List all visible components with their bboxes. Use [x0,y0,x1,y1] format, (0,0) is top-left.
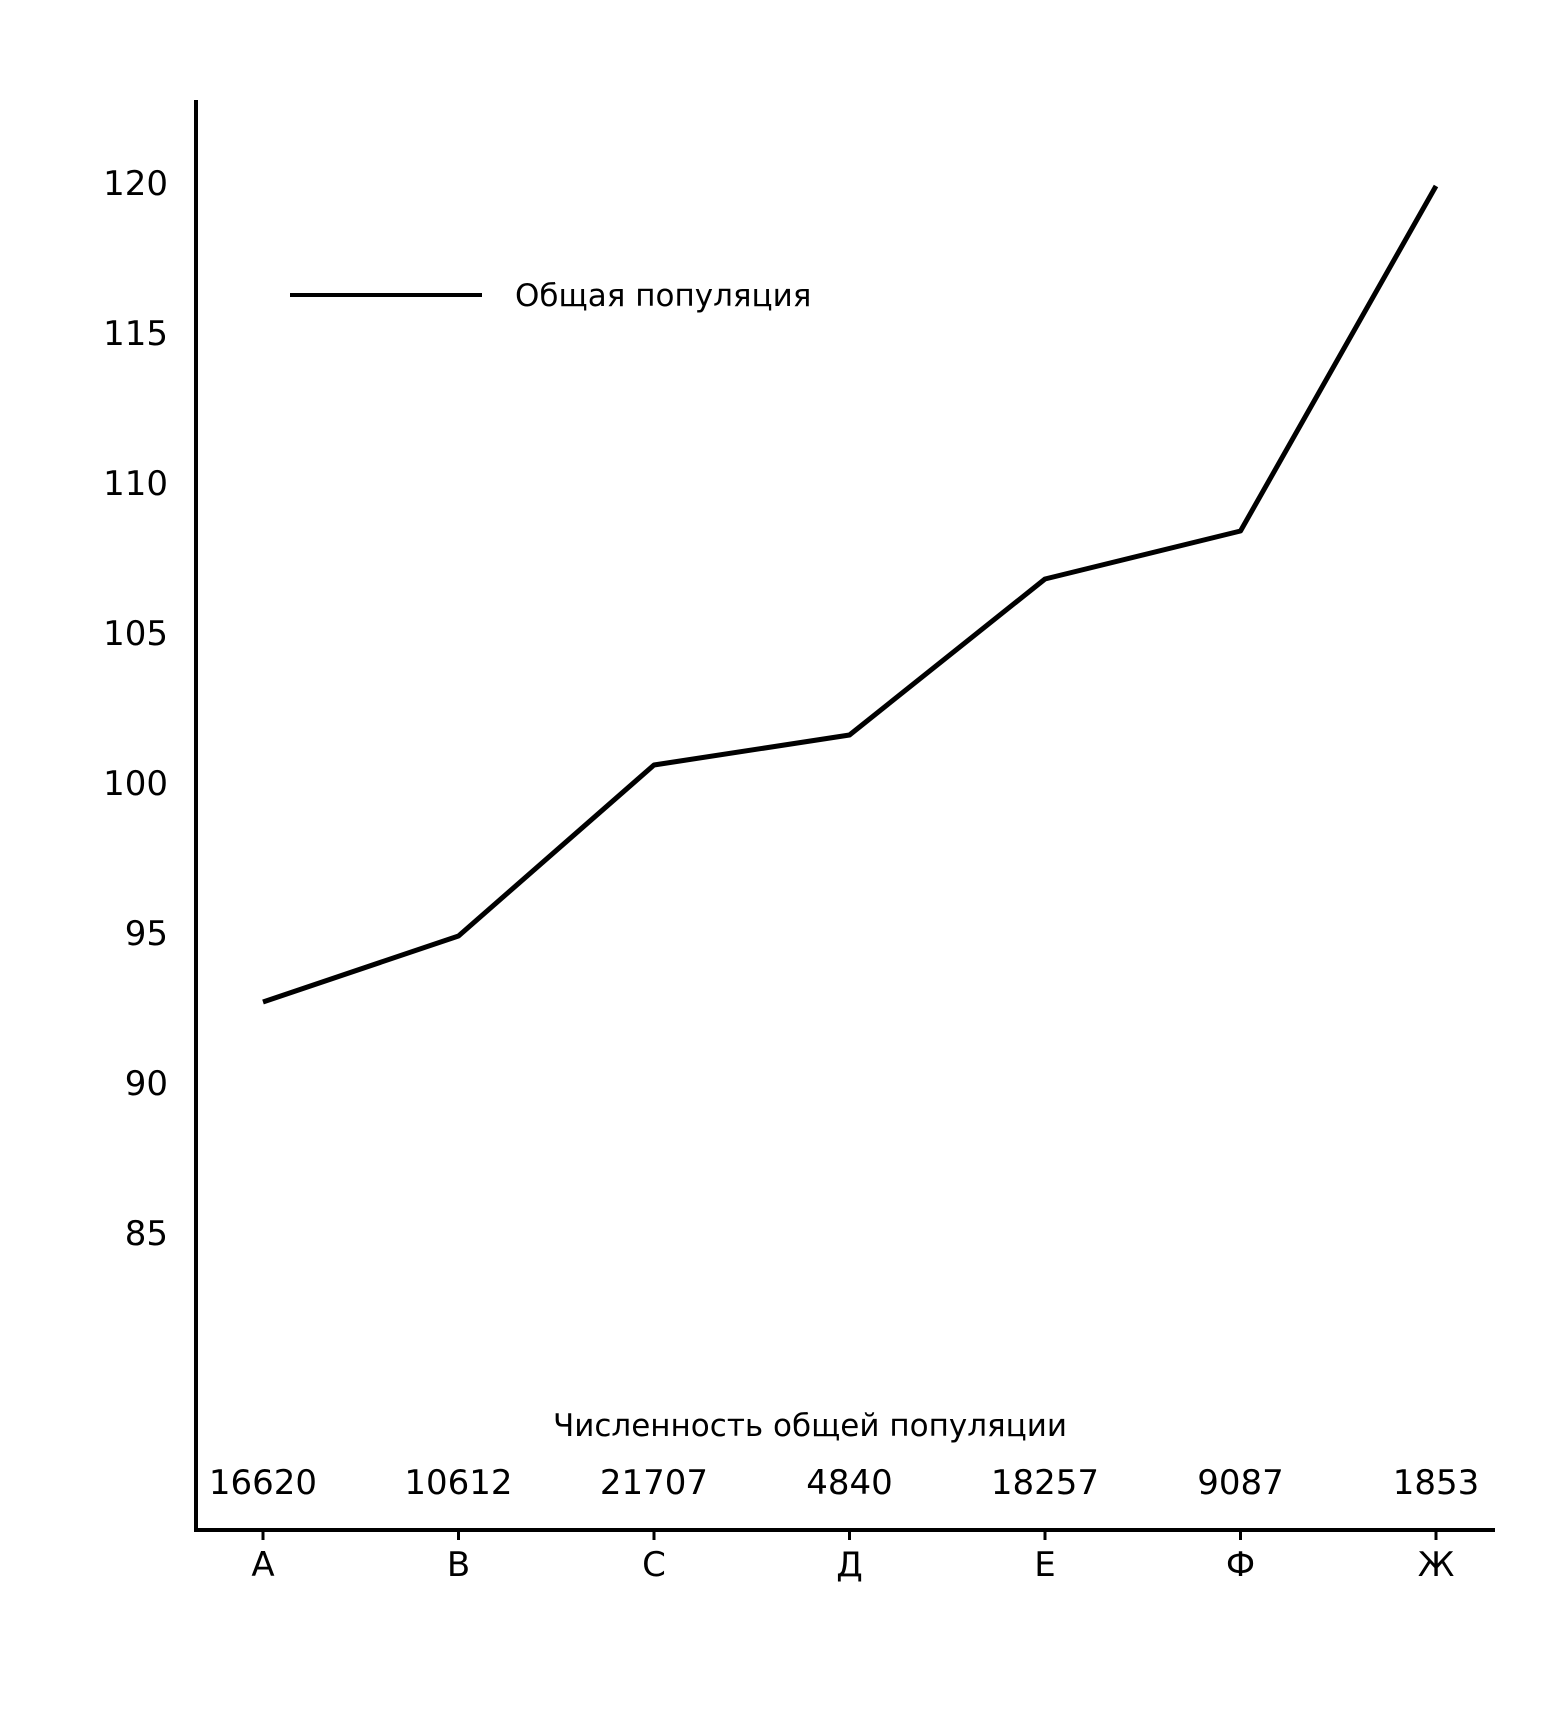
population-count-label: 1853 [1393,1463,1480,1503]
y-tick-label: 110 [103,464,168,504]
x-axis-label: Численность общей популяции [553,1408,1067,1444]
x-tick-marks [261,1530,1438,1540]
y-tick-label: 120 [103,164,168,204]
legend: Общая популяция [290,278,811,314]
population-count-label: 4840 [806,1463,893,1503]
x-tick-label: В [447,1545,470,1585]
x-tick-label: Ф [1226,1545,1255,1585]
population-count-label: 10612 [404,1463,512,1503]
population-count-label: 16620 [209,1463,317,1503]
y-tick-labels: 85 90 95 100 105 110 115 120 [103,164,168,1254]
series-line [262,184,1439,1005]
y-tick-label: 85 [125,1214,168,1254]
y-tick-label: 90 [125,1064,168,1104]
y-tick-label: 115 [103,314,168,354]
population-count-labels: 16620 10612 21707 4840 18257 9087 1853 [209,1463,1479,1503]
legend-label: Общая популяция [515,278,811,314]
y-tick-label: 100 [103,764,168,804]
x-tick-label: А [251,1545,274,1585]
x-tick-label: Д [836,1545,863,1585]
y-tick-label: 95 [125,914,168,954]
population-count-label: 21707 [600,1463,708,1503]
y-tick-label: 105 [103,614,168,654]
x-tick-label: С [642,1545,666,1585]
series-line-group [262,184,1439,1005]
population-count-label: 9087 [1197,1463,1284,1503]
population-count-label: 18257 [991,1463,1099,1503]
x-tick-label: Ж [1418,1545,1455,1585]
x-tick-label: Е [1034,1545,1055,1585]
